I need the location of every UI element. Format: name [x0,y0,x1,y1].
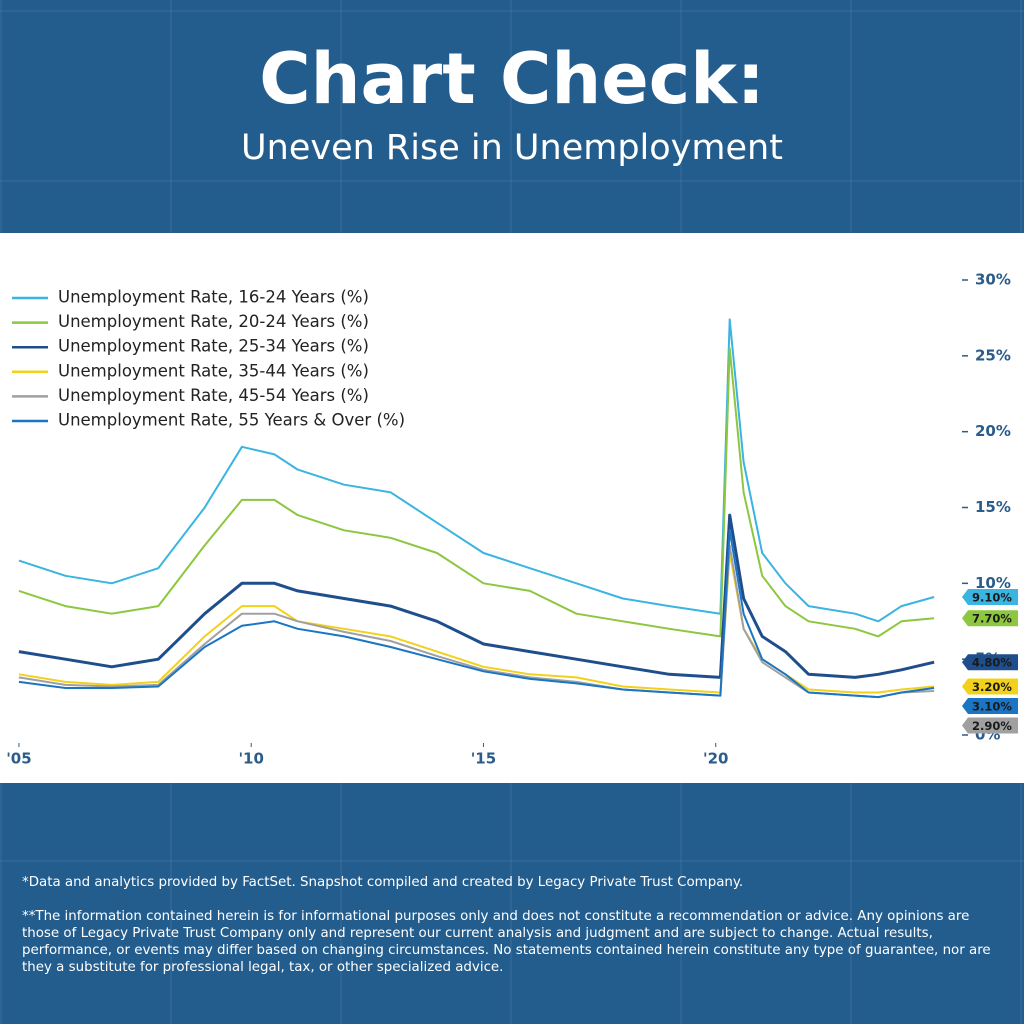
x-tick-label: '05 [6,750,31,768]
series-line [18,552,935,694]
x-tick-label: '10 [238,750,263,768]
end-label-box [962,654,1018,671]
end-label: 4.80% [962,654,1018,671]
legend-label: Unemployment Rate, 25-34 Years (%) [58,337,369,356]
end-label: 2.90% [962,717,1018,734]
y-tick-label: 10% [975,574,1011,592]
end-label-text: 9.10% [972,590,1012,604]
end-label: 9.10% [962,588,1018,605]
chart: 0%5%10%15%20%25%30%'05'10'15'209.10%7.70… [6,271,1018,768]
end-label-text: 4.80% [972,656,1012,670]
source-note: *Data and analytics provided by FactSet.… [22,875,744,890]
x-tick-label: '20 [703,750,728,768]
y-tick-label: 20% [975,422,1011,440]
end-label: 3.10% [962,697,1018,714]
end-label-text: 2.90% [972,719,1012,733]
disclaimer: **The information contained herein is fo… [22,909,991,975]
end-label-box [962,610,1018,627]
series-line [18,318,935,623]
end-label-text: 3.20% [972,680,1012,694]
y-tick-label: 25% [975,346,1011,364]
legend-label: Unemployment Rate, 35-44 Years (%) [58,361,369,380]
legend-label: Unemployment Rate, 45-54 Years (%) [58,386,369,405]
series-line [18,529,935,699]
series-line [18,513,935,679]
subtitle: Uneven Rise in Unemployment [241,128,783,168]
y-tick-label: 30% [975,271,1011,289]
y-tick-label: 15% [975,498,1011,516]
end-label-box [962,697,1018,714]
end-label: 3.20% [962,678,1018,695]
x-tick-label: '15 [471,750,496,768]
end-label: 7.70% [962,610,1018,627]
legend-label: Unemployment Rate, 20-24 Years (%) [58,312,369,331]
end-label-box [962,717,1018,734]
end-label-text: 7.70% [972,612,1012,626]
series-line [18,347,935,638]
end-label-text: 3.10% [972,699,1012,713]
legend-label: Unemployment Rate, 55 Years & Over (%) [58,411,405,430]
legend-label: Unemployment Rate, 16-24 Years (%) [58,288,369,307]
end-label-box [962,678,1018,695]
chart-panel: 0%5%10%15%20%25%30%'05'10'15'209.10%7.70… [0,233,1024,783]
end-label-box [962,588,1018,605]
title: Chart Check: [259,38,765,120]
